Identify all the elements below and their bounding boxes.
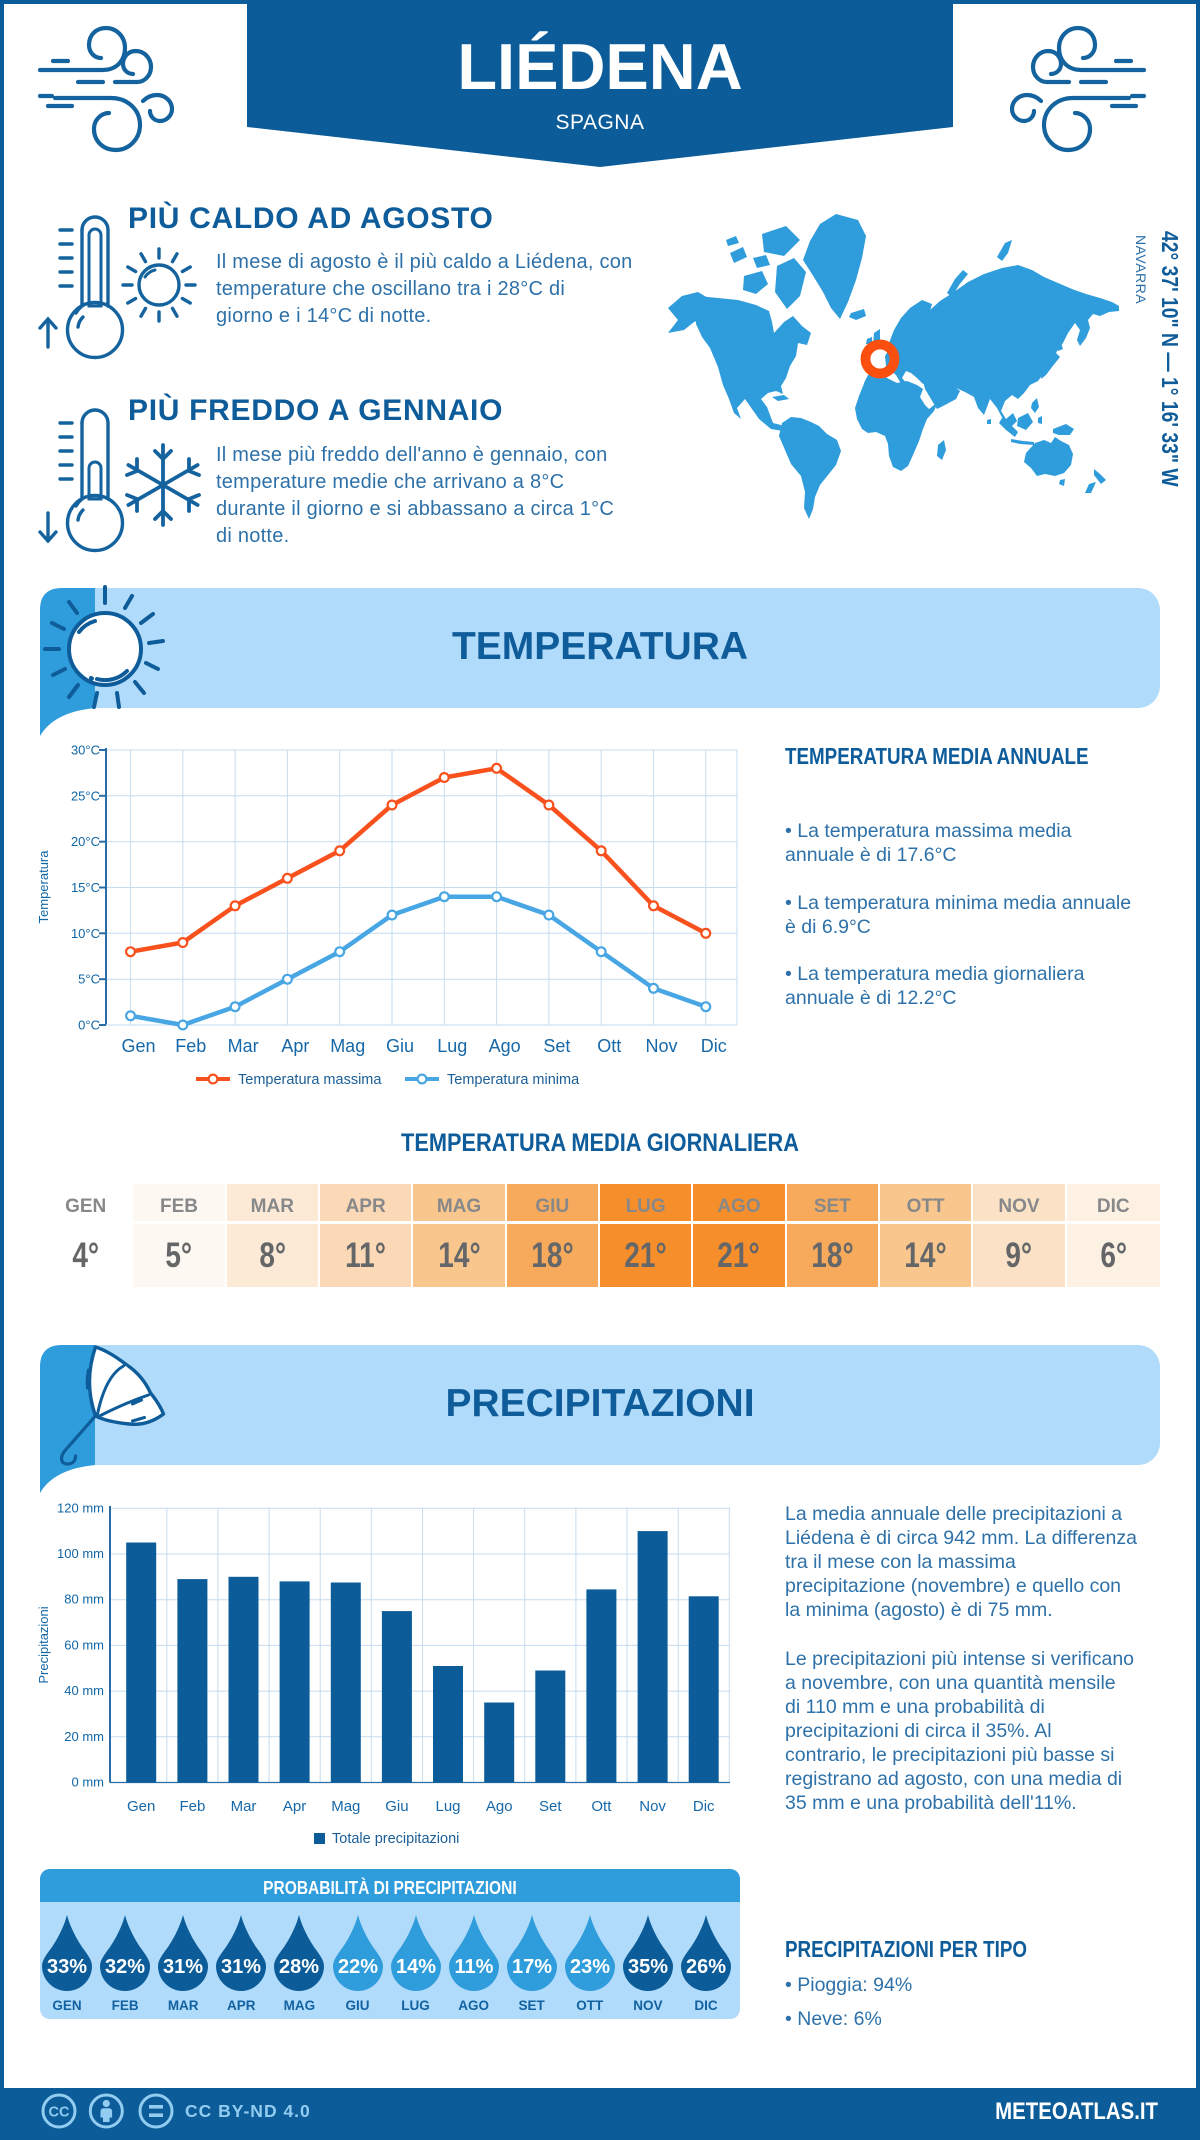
svg-text:Mag: Mag xyxy=(331,1798,360,1815)
svg-text:11%: 11% xyxy=(454,1956,493,1978)
svg-text:31%: 31% xyxy=(221,1956,261,1978)
svg-text:Feb: Feb xyxy=(179,1798,205,1815)
svg-text:120 mm: 120 mm xyxy=(57,1500,104,1515)
svg-text:22%: 22% xyxy=(337,1956,377,1978)
svg-text:Ago: Ago xyxy=(486,1798,513,1815)
svg-text:23%: 23% xyxy=(570,1956,610,1978)
svg-text:CC: CC xyxy=(49,2105,70,2121)
svg-text:Nov: Nov xyxy=(639,1798,666,1815)
svg-text:32%: 32% xyxy=(105,1956,145,1978)
svg-text:Gen: Gen xyxy=(127,1798,155,1815)
svg-text:15°C: 15°C xyxy=(71,880,100,895)
svg-text:17%: 17% xyxy=(512,1956,552,1978)
svg-text:Nov: Nov xyxy=(645,1036,677,1056)
svg-text:Set: Set xyxy=(543,1036,570,1056)
svg-text:Feb: Feb xyxy=(175,1036,206,1056)
svg-text:Set: Set xyxy=(539,1798,562,1815)
svg-text:Precipitazioni: Precipitazioni xyxy=(36,1606,51,1683)
svg-text:35%: 35% xyxy=(628,1956,668,1978)
svg-text:5°C: 5°C xyxy=(78,972,100,987)
svg-text:60 mm: 60 mm xyxy=(64,1637,104,1652)
svg-text:Apr: Apr xyxy=(281,1036,309,1056)
svg-text:Gen: Gen xyxy=(121,1036,155,1056)
svg-text:Temperatura minima: Temperatura minima xyxy=(447,1072,580,1088)
svg-text:33%: 33% xyxy=(47,1956,87,1978)
svg-text:Giu: Giu xyxy=(385,1798,408,1815)
svg-text:Temperatura: Temperatura xyxy=(36,850,51,924)
svg-text:Lug: Lug xyxy=(435,1798,460,1815)
svg-text:40 mm: 40 mm xyxy=(64,1683,104,1698)
svg-text:10°C: 10°C xyxy=(71,926,100,941)
svg-text:Lug: Lug xyxy=(437,1036,467,1056)
svg-text:Ott: Ott xyxy=(591,1798,612,1815)
svg-text:28%: 28% xyxy=(279,1956,319,1978)
svg-text:Totale precipitazioni: Totale precipitazioni xyxy=(332,1831,459,1847)
svg-text:80 mm: 80 mm xyxy=(64,1592,104,1607)
svg-text:20°C: 20°C xyxy=(71,834,100,849)
svg-text:Mag: Mag xyxy=(330,1036,365,1056)
svg-text:Apr: Apr xyxy=(283,1798,306,1815)
svg-text:Mar: Mar xyxy=(231,1798,257,1815)
svg-text:Ott: Ott xyxy=(597,1036,621,1056)
svg-text:26%: 26% xyxy=(686,1956,726,1978)
svg-text:Dic: Dic xyxy=(701,1036,727,1056)
svg-text:20 mm: 20 mm xyxy=(64,1729,104,1744)
svg-text:31%: 31% xyxy=(163,1956,203,1978)
svg-text:Mar: Mar xyxy=(228,1036,259,1056)
svg-text:0 mm: 0 mm xyxy=(72,1775,105,1790)
svg-text:Ago: Ago xyxy=(489,1036,521,1056)
svg-text:Giu: Giu xyxy=(386,1036,414,1056)
svg-text:Temperatura massima: Temperatura massima xyxy=(238,1072,382,1088)
svg-text:14%: 14% xyxy=(395,1956,435,1978)
svg-text:Dic: Dic xyxy=(693,1798,715,1815)
svg-text:25°C: 25°C xyxy=(71,788,100,803)
svg-text:100 mm: 100 mm xyxy=(57,1546,104,1561)
svg-text:0°C: 0°C xyxy=(78,1018,100,1033)
svg-text:30°C: 30°C xyxy=(71,743,100,758)
